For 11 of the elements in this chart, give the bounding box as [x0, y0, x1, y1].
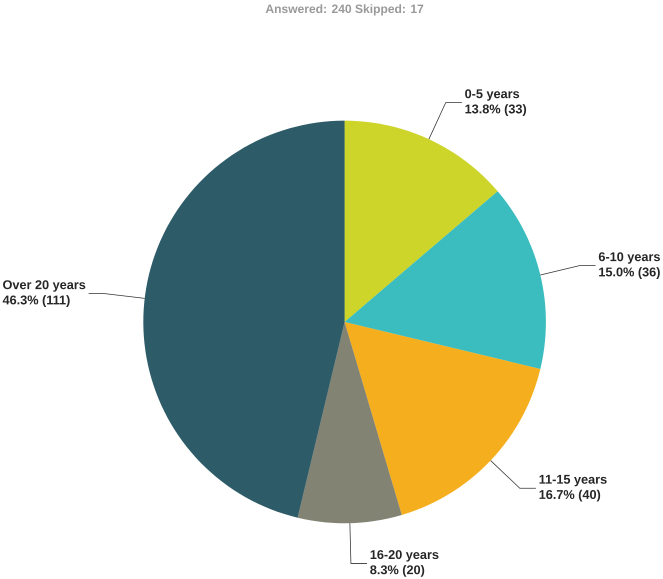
slice-label: 0-5 years [465, 89, 520, 101]
slice-label: Over 20 years [3, 280, 86, 292]
data-label: 46.3% (111) [2, 294, 70, 307]
data-label: 15.0% (36) [599, 266, 660, 279]
slice-label: 6-10 years [598, 252, 660, 264]
slice-label: 16-20 years [370, 550, 438, 562]
data-label: 16.7% (40) [540, 490, 600, 502]
data-label: 13.8% (33) [465, 104, 526, 116]
data-label: 8.3% (20) [370, 564, 424, 577]
chart-subtitle: Answered: 240 Skipped: 17 [266, 4, 424, 16]
slice-label: 11-15 years [540, 474, 607, 486]
